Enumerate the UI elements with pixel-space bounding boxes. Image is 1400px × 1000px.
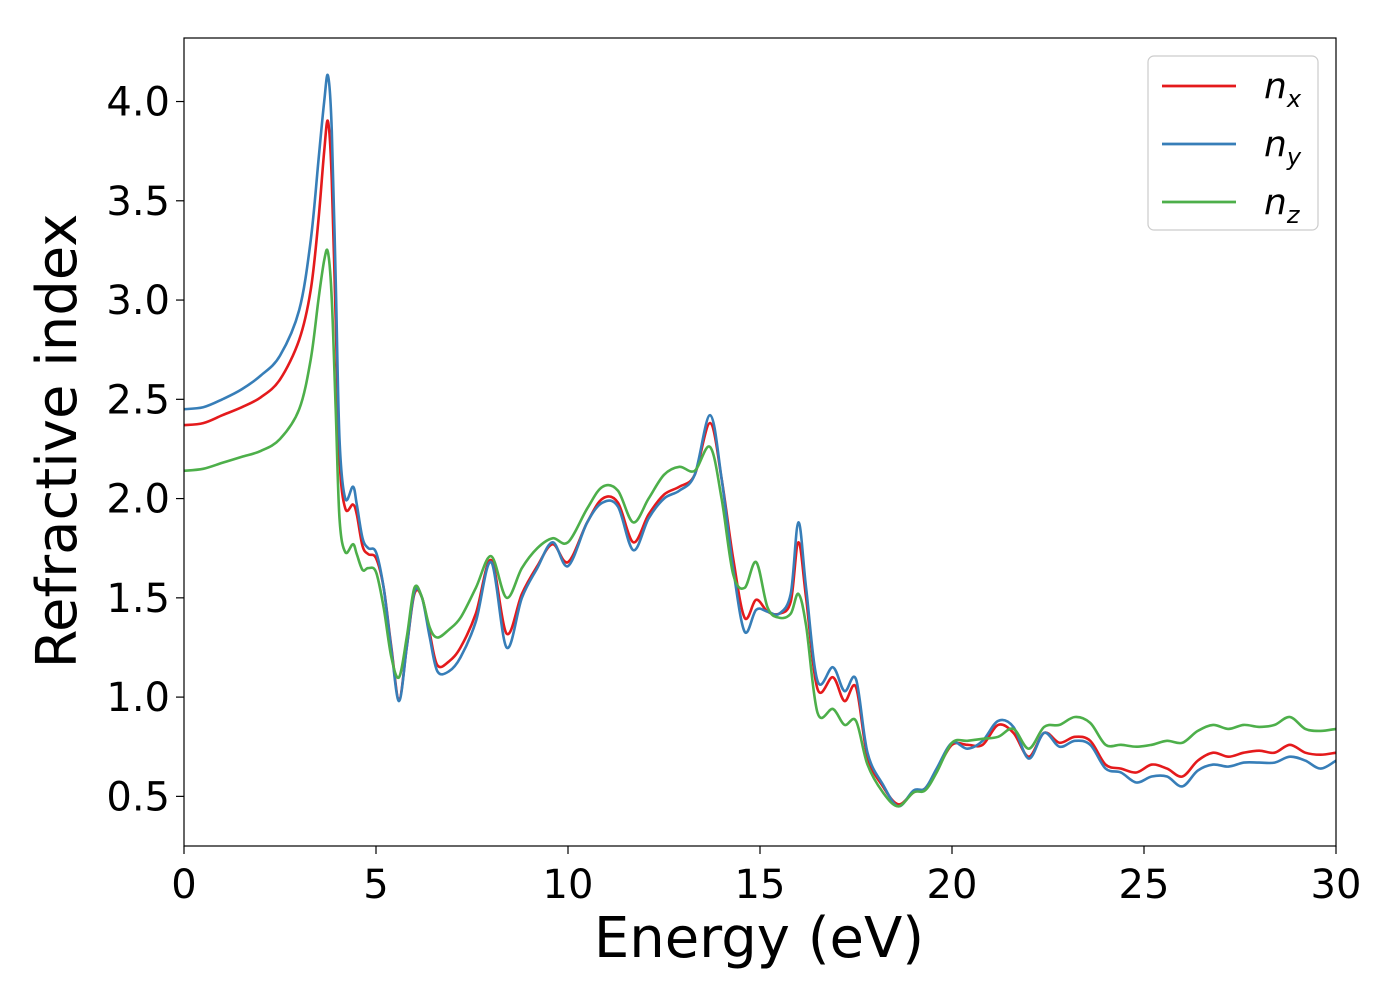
x-tick-label: 20: [927, 862, 978, 908]
x-axis-title: Energy (eV): [594, 906, 924, 971]
y-tick-label: 0.5: [106, 774, 170, 820]
plot-series-group: [183, 73, 1337, 808]
x-tick-label: 5: [363, 862, 388, 908]
y-tick-label: 3.5: [106, 179, 170, 225]
legend-label-y: ny: [1264, 124, 1302, 171]
legend: nx ny nz: [1147, 55, 1319, 231]
series-line-z: [183, 248, 1337, 808]
y-tick-label: 1.5: [106, 576, 170, 622]
y-tick-label: 2.5: [106, 377, 170, 423]
y-axis-ticks: 0.5 1.0 1.5 2.0 2.5 3.0 3.5 4.0: [106, 80, 184, 820]
legend-label-x: nx: [1264, 66, 1302, 113]
x-tick-label: 30: [1311, 862, 1362, 908]
x-tick-label: 15: [735, 862, 786, 908]
y-tick-label: 3.0: [106, 278, 170, 324]
y-tick-label: 1.0: [106, 675, 170, 721]
y-axis-title: Refractive index: [25, 214, 90, 669]
y-tick-label: 2.0: [106, 477, 170, 523]
series-line-y: [183, 73, 1337, 808]
x-tick-label: 10: [543, 862, 594, 908]
x-tick-label: 25: [1119, 862, 1170, 908]
x-axis-ticks: 0 5 10 15 20 25 30: [171, 846, 1361, 908]
legend-label-z: nz: [1264, 182, 1301, 229]
y-tick-label: 4.0: [106, 80, 170, 126]
x-tick-label: 0: [171, 862, 196, 908]
